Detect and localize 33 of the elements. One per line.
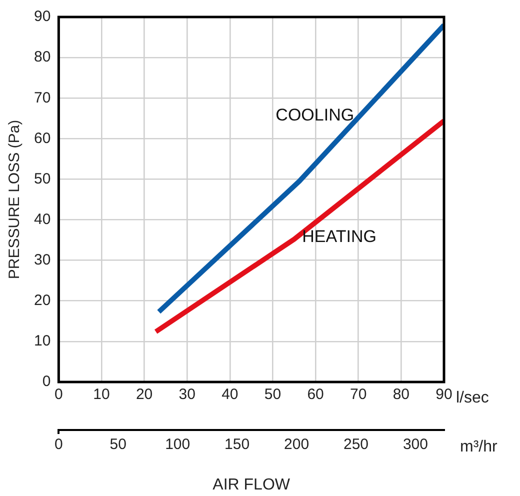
x-tick-label: 10 bbox=[93, 386, 110, 404]
x2-tick-label: 200 bbox=[284, 436, 310, 454]
x-axis-title: l/sec bbox=[456, 389, 489, 406]
text: AIR FLOW bbox=[212, 476, 291, 494]
x-tick-label: 80 bbox=[392, 386, 410, 404]
x-tick-label: 30 bbox=[178, 386, 196, 404]
x-tick-label: 40 bbox=[222, 386, 238, 404]
series-label: HEATING bbox=[302, 226, 376, 246]
x2-tick-label: 0 bbox=[54, 436, 63, 454]
y-tick-label: 30 bbox=[34, 251, 51, 268]
y-tick-label: 10 bbox=[34, 332, 51, 350]
y-tick-label: 90 bbox=[34, 8, 51, 26]
y-tick-label: 0 bbox=[42, 373, 51, 390]
series-label: COOLING bbox=[276, 105, 354, 124]
x2-tick-label: 100 bbox=[165, 436, 190, 454]
x2-tick-label: 250 bbox=[343, 436, 369, 454]
x-tick-label: 90 bbox=[436, 386, 452, 404]
x2-tick-label: 150 bbox=[224, 436, 250, 454]
y-tick-label: 80 bbox=[34, 48, 51, 66]
x-tick-label: 50 bbox=[264, 386, 282, 404]
x-tick-label: 0 bbox=[54, 386, 63, 404]
x-tick-label: 60 bbox=[307, 386, 324, 404]
y-tick-label: 70 bbox=[34, 89, 51, 106]
y-axis-title: PRESSURE LOSS (Pa) bbox=[6, 120, 24, 280]
x2-tick-label: 300 bbox=[402, 436, 428, 454]
y-tick-label: 20 bbox=[34, 292, 51, 310]
x-tick-label: 70 bbox=[350, 386, 367, 404]
x-tick-label: 20 bbox=[136, 386, 153, 404]
y-tick-label: 40 bbox=[34, 210, 51, 228]
x2-tick-label: 50 bbox=[110, 436, 126, 454]
x2-axis-title: m³/hr bbox=[460, 438, 498, 456]
y-tick-label: 50 bbox=[34, 170, 51, 188]
y-tick-label: 60 bbox=[34, 130, 51, 147]
